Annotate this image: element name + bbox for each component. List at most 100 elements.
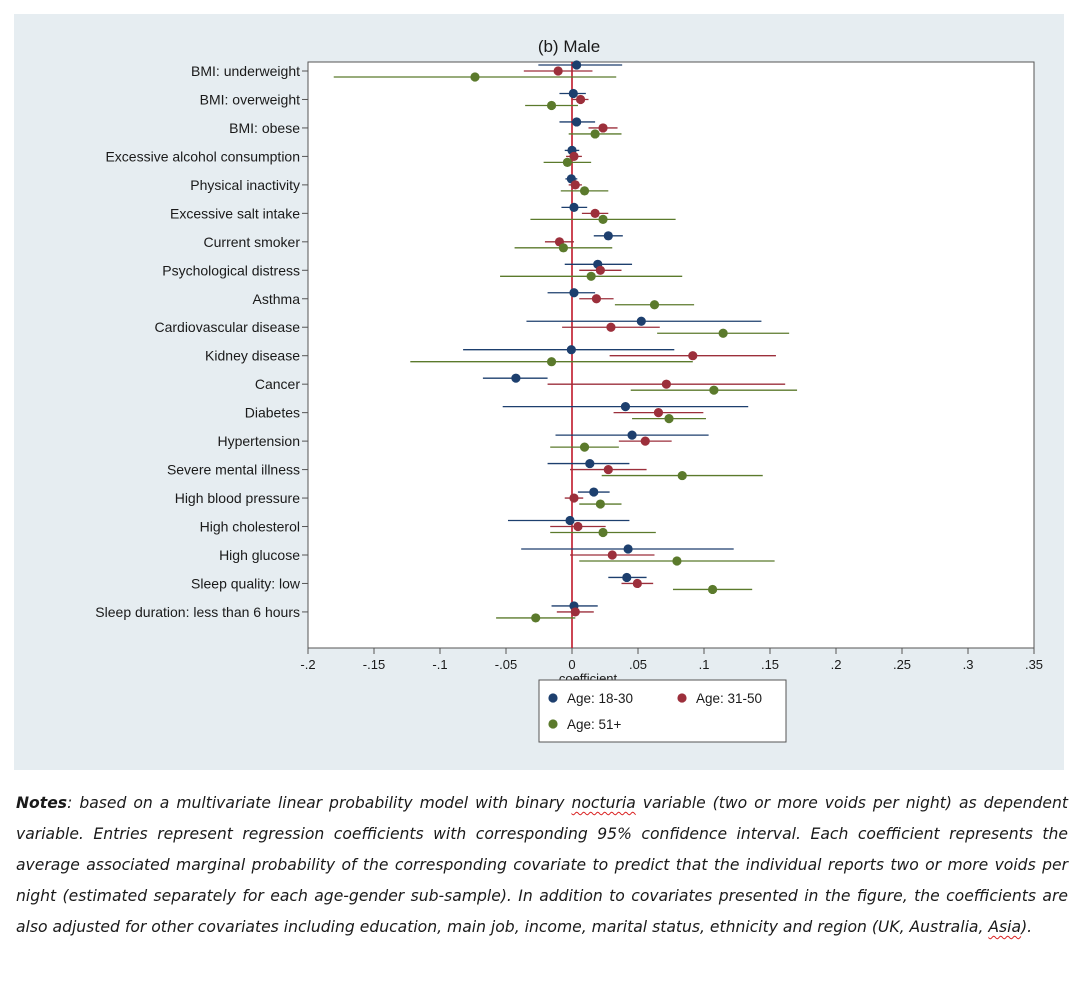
- estimate-point: [620, 402, 631, 412]
- estimate-point: [606, 322, 616, 332]
- x-tick-label: -.05: [495, 657, 517, 672]
- estimate-point: [570, 607, 580, 617]
- y-tick-label: Severe mental illness: [167, 462, 300, 478]
- estimate-point: [585, 458, 595, 469]
- estimate-point: [569, 493, 579, 503]
- x-tick-label: -.1: [432, 657, 447, 672]
- y-tick-label: High cholesterol: [200, 519, 300, 535]
- estimate-point: [632, 578, 642, 589]
- y-tick-label: BMI: obese: [229, 120, 300, 136]
- estimate-point: [565, 515, 575, 526]
- legend-label: Age: 31-50: [696, 691, 762, 706]
- estimate-point: [664, 414, 674, 424]
- estimate-point: [531, 613, 541, 623]
- legend-label: Age: 18-30: [567, 691, 633, 706]
- notes-lead: Notes: [16, 794, 68, 812]
- estimate-point: [579, 442, 590, 452]
- y-tick-label: Cancer: [255, 376, 300, 392]
- notes-term-nocturia: nocturia: [571, 794, 636, 812]
- legend-marker: [548, 719, 558, 729]
- estimate-point: [595, 265, 605, 275]
- y-tick-label: High glucose: [219, 547, 300, 563]
- x-tick-label: .3: [963, 657, 974, 672]
- estimate-point: [627, 430, 637, 440]
- estimate-point: [677, 470, 687, 481]
- notes-text-2: variable (two or more voids per night) a…: [16, 794, 1068, 936]
- estimate-point: [570, 180, 580, 190]
- estimate-point: [558, 243, 569, 253]
- estimate-point: [575, 94, 586, 105]
- y-tick-label: Sleep quality: low: [191, 575, 301, 591]
- estimate-point: [598, 214, 608, 224]
- x-tick-label: .1: [699, 657, 710, 672]
- estimate-point: [607, 550, 617, 560]
- x-tick-label: .35: [1025, 657, 1043, 672]
- y-tick-label: Diabetes: [245, 405, 300, 421]
- estimate-point: [569, 288, 579, 298]
- y-tick-label: Psychological distress: [162, 262, 300, 278]
- y-tick-label: Kidney disease: [205, 348, 300, 364]
- legend-label: Age: 51+: [567, 717, 622, 732]
- x-tick-label: .2: [831, 657, 842, 672]
- estimate-point: [709, 385, 719, 395]
- estimate-point: [598, 527, 608, 538]
- estimate-point: [586, 271, 596, 281]
- legend-marker: [677, 693, 687, 703]
- y-tick-label: Sleep duration: less than 6 hours: [95, 604, 300, 620]
- y-tick-label: Asthma: [253, 291, 301, 307]
- estimate-point: [589, 487, 599, 497]
- estimate-point: [590, 208, 600, 218]
- estimate-point: [511, 373, 521, 383]
- y-tick-label: Excessive alcohol consumption: [105, 148, 300, 164]
- y-tick-label: Cardiovascular disease: [154, 319, 300, 335]
- x-tick-label: -.2: [300, 657, 315, 672]
- plot-area: [307, 61, 1035, 649]
- estimate-point: [688, 351, 698, 361]
- estimate-point: [707, 584, 718, 595]
- estimate-point: [640, 436, 650, 446]
- estimate-point: [572, 117, 582, 127]
- x-tick-label: .05: [629, 657, 647, 672]
- estimate-point: [595, 499, 605, 509]
- legend: Age: 18-30 Age: 31-50 Age: 51+: [538, 679, 787, 743]
- estimate-point: [569, 202, 579, 212]
- figure-panel: (b) Male BMI: underweight BMI: overweight…: [14, 14, 1064, 770]
- x-tick-label: -.15: [363, 657, 385, 672]
- notes-term-asia: Asia: [988, 918, 1022, 936]
- estimate-point: [546, 100, 557, 111]
- estimate-point: [579, 186, 590, 196]
- y-tick-label: Current smoker: [204, 234, 301, 250]
- estimate-point: [590, 129, 600, 139]
- estimate-point: [649, 300, 660, 310]
- estimate-point: [569, 151, 579, 162]
- estimate-point: [572, 60, 582, 70]
- estimate-point: [568, 88, 578, 99]
- coefficient-chart: (b) Male BMI: underweight BMI: overweight…: [95, 37, 1043, 743]
- y-tick-label: Physical inactivity: [190, 177, 300, 193]
- estimate-point: [598, 123, 608, 133]
- legend-box: [538, 679, 787, 743]
- chart-title: (b) Male: [538, 37, 600, 56]
- estimate-point: [566, 345, 576, 355]
- x-tick-label: .25: [893, 657, 911, 672]
- y-tick-label: BMI: overweight: [200, 91, 300, 107]
- estimate-point: [622, 572, 632, 583]
- x-tick-label: .15: [761, 657, 779, 672]
- estimate-point: [636, 316, 646, 326]
- y-tick-label: High blood pressure: [175, 490, 301, 506]
- figure-notes: Notes: based on a multivariate linear pr…: [16, 788, 1068, 943]
- estimate-point: [623, 544, 633, 554]
- y-tick-label: Excessive salt intake: [170, 205, 300, 221]
- estimate-point: [573, 521, 583, 532]
- legend-marker: [548, 693, 558, 703]
- y-tick-label: Hypertension: [218, 433, 301, 449]
- notes-text-1: : based on a multivariate linear probabi…: [67, 794, 572, 812]
- estimate-point: [661, 379, 671, 389]
- x-tick-label: 0: [568, 657, 575, 672]
- notes-text-3: ).: [1021, 918, 1033, 936]
- estimate-point: [653, 408, 664, 418]
- estimate-point: [603, 231, 613, 241]
- estimate-point: [603, 464, 613, 475]
- estimate-point: [672, 556, 682, 566]
- estimate-point: [546, 357, 557, 367]
